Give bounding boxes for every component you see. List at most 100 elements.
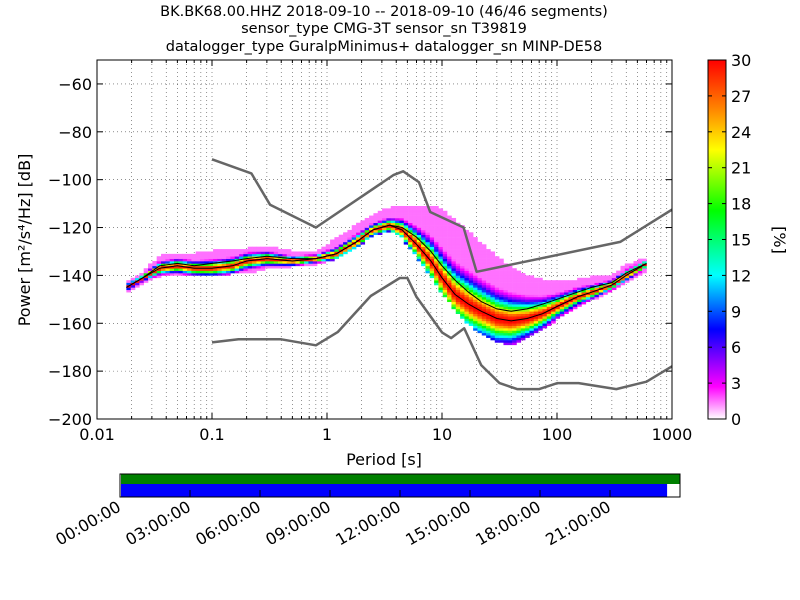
psd-cell [399, 215, 405, 219]
psd-cell [520, 318, 526, 322]
psd-cell [468, 263, 474, 267]
psd-cell [572, 306, 578, 310]
psd-cell [447, 277, 452, 281]
psd-cell [356, 234, 361, 238]
psd-cell [161, 263, 166, 267]
colorbar-label: [%] [770, 226, 789, 254]
psd-cell [520, 330, 526, 334]
psd-cell [221, 263, 227, 267]
psd-cell [477, 296, 483, 300]
x-tick-label: 10 [432, 425, 452, 444]
psd-cell [460, 239, 465, 243]
psd-cell [468, 239, 474, 243]
psd-cell [451, 270, 457, 274]
psd-cell [598, 282, 604, 286]
psd-cell [425, 270, 431, 274]
psd-cell [412, 217, 418, 221]
psd-cell [260, 251, 266, 255]
psd-cell [486, 253, 491, 257]
psd-cell [286, 263, 292, 267]
psd-cell [512, 342, 517, 346]
psd-cell [598, 277, 604, 281]
psd-cell [468, 256, 474, 259]
psd-cell [542, 318, 548, 322]
psd-cell [542, 287, 548, 291]
psd-cell [282, 261, 288, 264]
psd-cell [507, 340, 513, 343]
psd-cell [460, 311, 465, 314]
psd-cell [243, 265, 249, 269]
timeline-tick-label: 21:00:00 [542, 497, 614, 549]
psd-cell [321, 246, 327, 250]
psd-cell [364, 225, 370, 228]
psd-cell [551, 304, 556, 307]
psd-cell [126, 280, 131, 283]
psd-cell [542, 316, 548, 319]
psd-cell [408, 220, 413, 224]
psd-cell [468, 258, 474, 262]
psd-cell [434, 265, 439, 269]
psd-cell [408, 244, 413, 247]
psd-cell [451, 268, 457, 271]
psd-cell [503, 287, 509, 291]
x-tick-label: 100 [542, 425, 573, 444]
psd-cell [390, 220, 396, 224]
psd-cell [546, 296, 552, 300]
colorbar-tick-label: 12 [731, 266, 751, 285]
psd-cell [477, 318, 483, 322]
psd-cell [481, 294, 487, 298]
psd-cell [499, 280, 504, 283]
psd-cell [503, 330, 509, 334]
psd-cell [178, 265, 184, 269]
psd-cell [269, 251, 275, 255]
psd-cell [416, 232, 422, 236]
psd-cell [139, 277, 144, 281]
psd-cell [130, 277, 136, 281]
psd-cell [494, 313, 500, 317]
psd-cell [620, 282, 626, 286]
psd-cell [529, 332, 535, 336]
psd-cell [347, 246, 353, 250]
psd-cell [447, 237, 452, 240]
psd-cell [347, 234, 353, 238]
psd-cell [403, 205, 409, 209]
psd-cell [507, 273, 513, 276]
psd-cell [421, 217, 426, 221]
psd-cell [512, 330, 517, 334]
psd-cell [581, 292, 587, 295]
psd-cell [516, 330, 522, 334]
psd-cell [347, 237, 353, 240]
psd-cell [590, 275, 595, 279]
psd-cell [516, 280, 522, 283]
psd-cell [594, 280, 600, 283]
psd-cell [486, 265, 491, 269]
psd-cell [512, 316, 517, 319]
psd-cell [512, 292, 517, 295]
colorbar-tick-label: 27 [731, 87, 751, 106]
psd-cell [221, 256, 227, 259]
psd-cell [490, 299, 496, 303]
psd-cell [507, 335, 513, 338]
psd-cell [516, 328, 522, 331]
psd-cell [451, 273, 457, 276]
psd-cell [499, 323, 504, 326]
x-tick-label: 0.1 [199, 425, 224, 444]
psd-cell [191, 263, 197, 267]
psd-cell [525, 332, 530, 336]
psd-cell [265, 256, 270, 259]
psd-cell [455, 294, 461, 298]
psd-cell [369, 234, 374, 238]
psd-cell [572, 299, 578, 303]
psd-cell [126, 289, 131, 293]
psd-cell [473, 280, 478, 283]
psd-cell [516, 332, 522, 336]
psd-cell [416, 241, 422, 245]
psd-cell [512, 280, 517, 283]
psd-cell [555, 304, 561, 307]
psd-cell [629, 273, 634, 276]
psd-cell [503, 325, 509, 329]
psd-cell [217, 268, 223, 271]
psd-cell [278, 263, 283, 267]
psd-cell [204, 258, 210, 262]
psd-cell [347, 249, 353, 252]
